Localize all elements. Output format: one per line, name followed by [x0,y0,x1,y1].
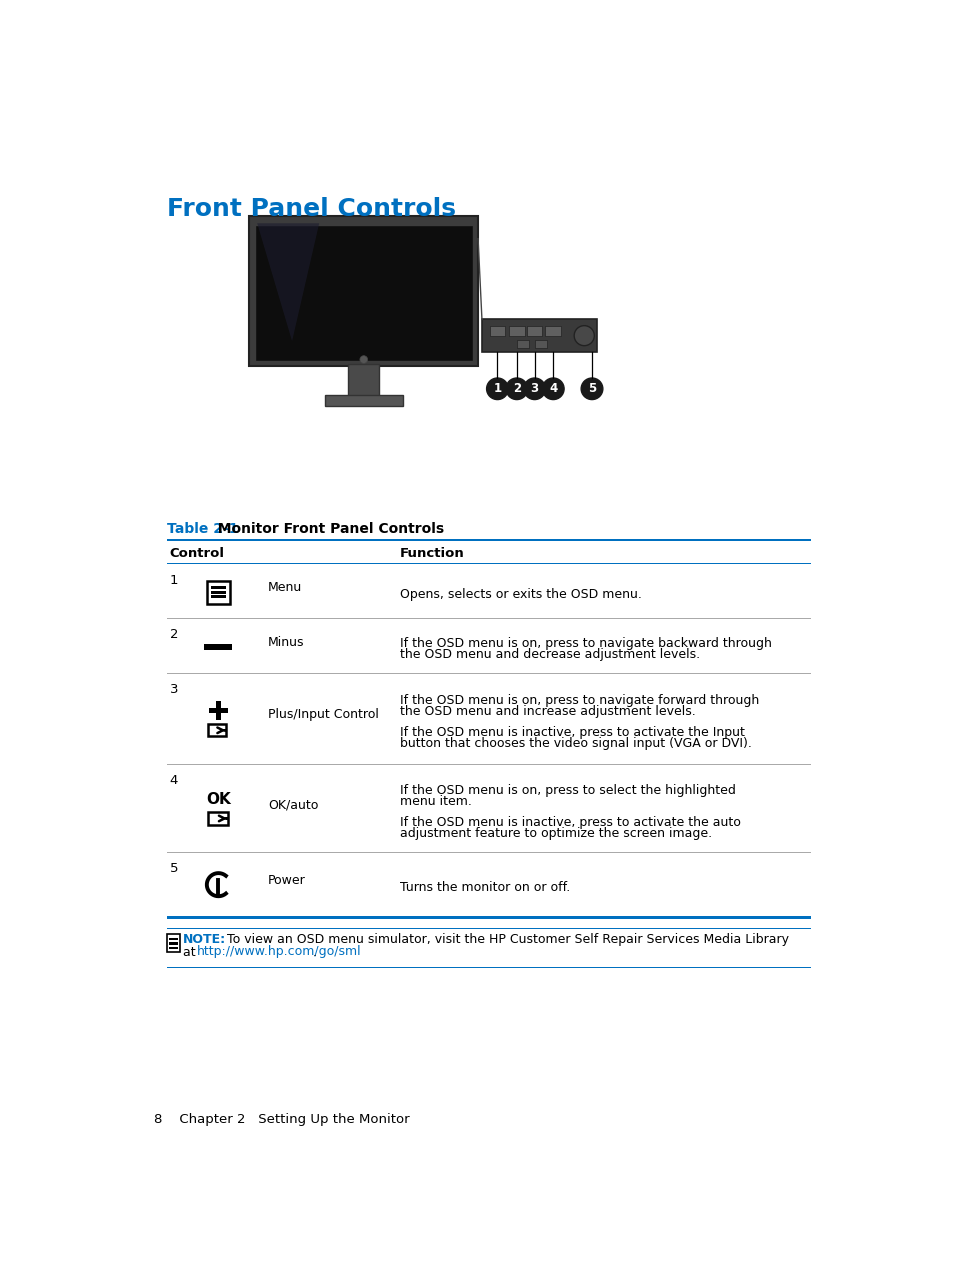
Circle shape [574,325,594,345]
Bar [481,320,596,352]
Text: the OSD menu and decrease adjustment levels.: the OSD menu and decrease adjustment lev… [399,648,700,662]
Text: If the OSD menu is inactive, press to activate the Input: If the OSD menu is inactive, press to ac… [399,726,744,739]
Text: 8    Chapter 2   Setting Up the Monitor: 8 Chapter 2 Setting Up the Monitor [154,1114,410,1126]
Text: Opens, selects or exits the OSD menu.: Opens, selects or exits the OSD menu. [399,588,641,601]
Text: If the OSD menu is on, press to navigate forward through: If the OSD menu is on, press to navigate… [399,695,759,707]
Polygon shape [257,224,319,342]
Text: 3: 3 [170,683,178,696]
Bar [167,933,179,952]
Text: Monitor Front Panel Controls: Monitor Front Panel Controls [208,522,444,536]
Circle shape [542,378,563,400]
Text: OK/auto: OK/auto [268,798,318,812]
Text: OK: OK [206,792,231,808]
Text: If the OSD menu is on, press to navigate backward through: If the OSD menu is on, press to navigate… [399,638,771,650]
Bar [325,395,402,405]
Bar [534,340,546,348]
Text: Power: Power [268,874,306,886]
Bar [517,340,529,348]
Text: 1: 1 [493,382,501,395]
Bar [169,942,178,945]
Text: Table 2-1: Table 2-1 [167,522,238,536]
Circle shape [486,378,508,400]
Bar [167,916,810,918]
Bar [348,364,379,396]
Text: If the OSD menu is inactive, press to activate the auto: If the OSD menu is inactive, press to ac… [399,817,740,829]
Text: NOTE:: NOTE: [183,933,226,946]
Bar [169,937,178,940]
Bar [167,563,810,564]
Bar [545,326,560,337]
Bar [167,538,810,541]
Text: button that chooses the video signal input (VGA or DVI).: button that chooses the video signal inp… [399,737,751,751]
Bar [211,596,226,598]
Text: at: at [183,945,199,959]
Bar [211,585,226,589]
Bar [208,724,226,737]
Text: Front Panel Controls: Front Panel Controls [167,197,456,221]
Text: 5: 5 [587,382,596,395]
Text: menu item.: menu item. [399,795,471,808]
Bar [489,326,505,337]
Bar [211,591,226,593]
Text: Plus/Input Control: Plus/Input Control [268,709,378,721]
Bar [509,326,524,337]
Text: http://www.hp.com/go/sml: http://www.hp.com/go/sml [196,945,361,959]
Text: 1: 1 [170,574,178,587]
Text: 5: 5 [170,862,178,875]
Bar [207,580,230,603]
Bar [209,707,228,712]
Bar [169,947,178,950]
Bar [249,216,477,366]
Circle shape [505,378,527,400]
Bar [215,701,221,720]
Bar [204,644,233,650]
Text: 3: 3 [530,382,538,395]
Bar [526,326,542,337]
Text: Minus: Minus [268,635,304,649]
Text: Menu: Menu [268,580,302,594]
Circle shape [359,356,367,363]
Text: If the OSD menu is on, press to select the highlighted: If the OSD menu is on, press to select t… [399,784,735,796]
Text: Turns the monitor on or off.: Turns the monitor on or off. [399,881,570,894]
Text: Function: Function [399,547,464,560]
Text: To view an OSD menu simulator, visit the HP Customer Self Repair Services Media : To view an OSD menu simulator, visit the… [215,933,788,946]
Text: .: . [313,945,316,959]
Bar [208,813,228,824]
Text: 2: 2 [170,629,178,641]
Circle shape [580,378,602,400]
Text: the OSD menu and increase adjustment levels.: the OSD menu and increase adjustment lev… [399,705,695,718]
Text: 2: 2 [512,382,520,395]
Bar [255,226,472,359]
Text: 4: 4 [549,382,557,395]
Text: 4: 4 [170,773,178,787]
Circle shape [523,378,545,400]
Text: adjustment feature to optimize the screen image.: adjustment feature to optimize the scree… [399,827,711,839]
Text: Control: Control [170,547,224,560]
